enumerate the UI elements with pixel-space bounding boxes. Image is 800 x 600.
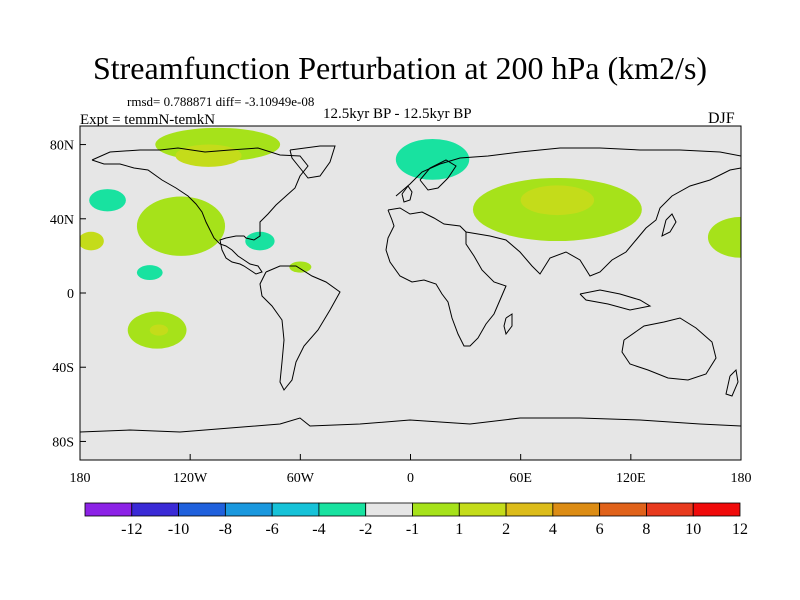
x-tick-label: 180	[70, 471, 91, 486]
x-tick-label: 120E	[616, 471, 646, 486]
colorbar-swatch	[365, 502, 413, 517]
coast-asia-south	[465, 167, 741, 277]
coast-antarctica	[80, 417, 741, 433]
chart-title: Streamfunction Perturbation at 200 hPa (…	[92, 50, 708, 86]
y-axis: 80N 40N 0 40S 80S	[50, 139, 86, 450]
experiment-label: Expt = temmN-temkN	[80, 112, 216, 128]
colorbar-label: 10	[685, 521, 701, 538]
anomaly-contour	[149, 324, 169, 336]
anomaly-contour	[707, 216, 741, 258]
x-tick-label: 120W	[173, 471, 208, 486]
anomaly-contour	[80, 231, 104, 251]
colorbar-label: -12	[121, 521, 142, 538]
coast-north-america	[91, 147, 309, 275]
y-tick-label: 0	[67, 287, 74, 302]
colorbar-swatch	[646, 502, 694, 517]
y-tick-label: 80N	[50, 139, 74, 154]
colorbar-label: 4	[549, 521, 557, 538]
anomaly-contour	[136, 265, 163, 281]
colorbar-swatch	[692, 502, 741, 517]
anomaly-contour	[520, 185, 595, 216]
coast-eurasia-north	[395, 147, 741, 197]
anomaly-contour	[89, 189, 126, 212]
coast-australia	[621, 317, 717, 381]
anomaly-contour	[643, 226, 663, 242]
anomaly-contour	[245, 231, 275, 251]
stats-text: rmsd= 0.788871 diff= -3.10949e-08	[127, 94, 315, 109]
anomaly-contour	[175, 144, 242, 167]
x-tick-label: 60W	[287, 471, 315, 486]
colorbar-label: -10	[168, 521, 189, 538]
colorbar-swatch	[178, 502, 226, 517]
x-tick-label: 0	[407, 471, 414, 486]
y-tick-label: 40S	[52, 361, 74, 376]
colorbar-swatch	[599, 502, 647, 517]
colorbar-swatch	[412, 502, 460, 517]
colorbar-label: -6	[265, 521, 278, 538]
coast-madagascar	[503, 313, 513, 336]
coast-south-america	[259, 265, 341, 391]
season-label: DJF	[708, 110, 735, 127]
colorbar-swatch	[84, 502, 133, 517]
colorbar-swatch	[458, 502, 507, 517]
anomaly-fields	[80, 127, 741, 349]
coast-europe-africa	[385, 207, 507, 347]
colorbar-swatch	[552, 502, 601, 517]
x-axis: 180 120W 60W 0 60E 120E 180	[70, 454, 752, 486]
colorbar-label: 6	[596, 521, 604, 538]
subtitle: 12.5kyr BP - 12.5kyr BP	[323, 106, 472, 122]
anomaly-contour	[450, 237, 488, 256]
colorbar-label: 2	[502, 521, 510, 538]
anomaly-contour	[136, 196, 226, 256]
coast-britain	[401, 185, 413, 203]
coast-scandinavia	[419, 159, 457, 191]
x-tick-label: 60E	[509, 471, 532, 486]
colorbar-label: -4	[312, 521, 325, 538]
y-tick-label: 80S	[52, 435, 74, 450]
colorbar-label: 1	[455, 521, 463, 538]
colorbar-label: -1	[406, 521, 419, 538]
coast-new-zealand	[725, 368, 739, 397]
anomaly-contour	[491, 331, 506, 344]
y-tick-label: 40N	[50, 213, 74, 228]
x-tick-label: 180	[731, 471, 752, 486]
coast-greenland	[289, 145, 336, 179]
colorbar-swatch	[318, 502, 367, 517]
coast-indonesia	[579, 289, 652, 311]
colorbar-swatch	[224, 502, 273, 517]
anomaly-contour	[360, 196, 435, 227]
colorbar-swatch	[505, 502, 554, 517]
colorbar-swatch	[271, 502, 320, 517]
colorbar-label: 12	[732, 521, 748, 538]
coastlines	[80, 145, 741, 433]
coast-japan	[661, 213, 677, 237]
colorbar-label: 8	[642, 521, 650, 538]
colorbar-label: -8	[219, 521, 232, 538]
anomaly-contour	[395, 138, 470, 180]
colorbar-label: -2	[359, 521, 372, 538]
colorbar-swatch	[131, 502, 179, 517]
anomaly-contour	[289, 261, 312, 273]
colorbar: -12 -10 -8 -6 -4 -2 -1 1 2 4 6 8 10 12	[84, 502, 748, 538]
